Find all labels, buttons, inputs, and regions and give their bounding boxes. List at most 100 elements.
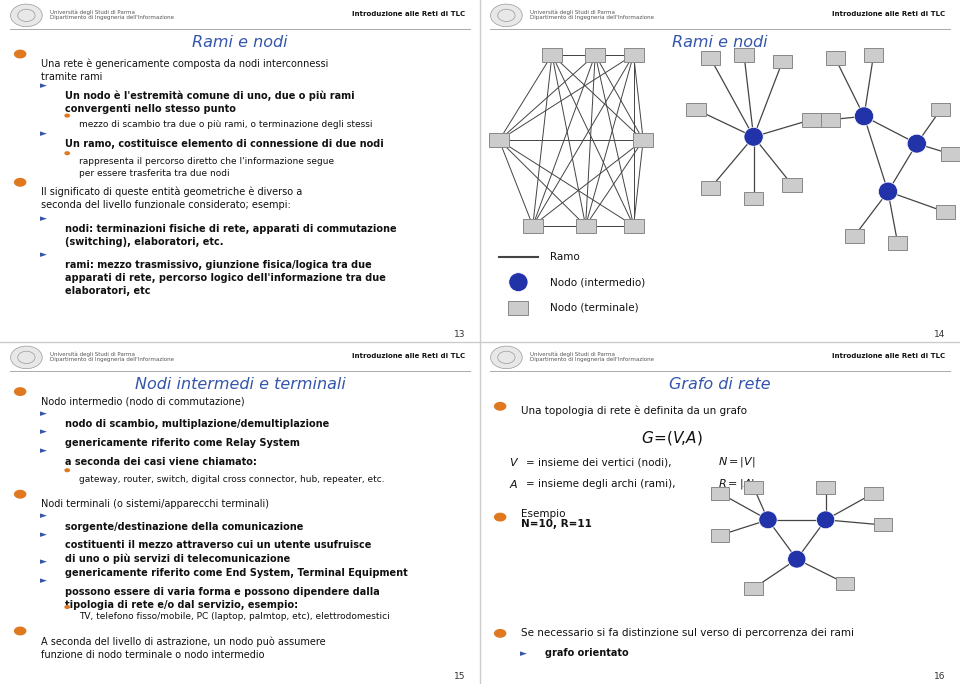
Bar bbox=[522, 219, 543, 233]
Text: = insieme dei vertici (nodi),: = insieme dei vertici (nodi), bbox=[526, 458, 671, 467]
Ellipse shape bbox=[854, 107, 874, 126]
Text: possono essere di varia forma e possono dipendere dalla
tipologia di rete e/o da: possono essere di varia forma e possono … bbox=[65, 587, 379, 609]
Bar bbox=[802, 113, 821, 127]
Bar bbox=[575, 219, 595, 233]
Circle shape bbox=[11, 4, 42, 27]
Text: $N = |V|$: $N = |V|$ bbox=[718, 456, 756, 469]
Text: ►: ► bbox=[39, 511, 47, 521]
Bar bbox=[624, 219, 643, 233]
Bar bbox=[701, 181, 720, 195]
Text: Dipartimento di Ingegneria dell'Informazione: Dipartimento di Ingegneria dell'Informaz… bbox=[50, 356, 175, 362]
Text: costituenti il mezzo attraverso cui un utente usufruisce
di uno o più servizi di: costituenti il mezzo attraverso cui un u… bbox=[65, 540, 372, 564]
Text: Università degli Studi di Parma: Università degli Studi di Parma bbox=[50, 351, 135, 357]
Text: ►: ► bbox=[39, 81, 47, 90]
Bar bbox=[744, 192, 763, 205]
Text: Nodo (intermedio): Nodo (intermedio) bbox=[549, 277, 645, 287]
Text: gateway, router, switch, digital cross connector, hub, repeater, etc.: gateway, router, switch, digital cross c… bbox=[79, 475, 385, 484]
Bar bbox=[541, 48, 562, 62]
Text: genericamente riferito come Relay System: genericamente riferito come Relay System bbox=[65, 438, 300, 448]
Text: ►: ► bbox=[39, 576, 47, 586]
Text: ►: ► bbox=[39, 446, 47, 456]
Bar bbox=[845, 229, 864, 243]
Bar bbox=[489, 133, 509, 148]
Circle shape bbox=[13, 627, 26, 635]
Circle shape bbox=[64, 151, 70, 155]
Text: A seconda del livello di astrazione, un nodo può assumere
funzione di nodo termi: A seconda del livello di astrazione, un … bbox=[40, 636, 325, 660]
Bar bbox=[701, 51, 720, 65]
Bar bbox=[874, 518, 892, 531]
Circle shape bbox=[13, 490, 26, 499]
Text: 14: 14 bbox=[934, 330, 946, 339]
Text: Una rete è genericamente composta da nodi interconnessi
tramite rami: Una rete è genericamente composta da nod… bbox=[40, 58, 328, 82]
Text: TV, telefono fisso/mobile, PC (laptop, palmtop, etc), elettrodomestici: TV, telefono fisso/mobile, PC (laptop, p… bbox=[79, 612, 390, 621]
Circle shape bbox=[13, 387, 26, 396]
Bar bbox=[864, 487, 883, 499]
Ellipse shape bbox=[816, 511, 834, 529]
Text: rappresenta il percorso diretto che l'informazione segue
per essere trasferita t: rappresenta il percorso diretto che l'in… bbox=[79, 157, 334, 178]
Text: N=10, R=11: N=10, R=11 bbox=[520, 519, 591, 529]
Bar bbox=[835, 577, 854, 590]
Ellipse shape bbox=[787, 550, 805, 568]
Circle shape bbox=[13, 178, 26, 187]
Text: Dipartimento di Ingegneria dell'Informazione: Dipartimento di Ingegneria dell'Informaz… bbox=[50, 14, 175, 20]
Bar bbox=[686, 103, 706, 116]
Text: Introduzione alle Reti di TLC: Introduzione alle Reti di TLC bbox=[832, 354, 946, 359]
Circle shape bbox=[13, 50, 26, 59]
Circle shape bbox=[64, 605, 70, 609]
Text: Nodi terminali (o sistemi/apparecchi terminali): Nodi terminali (o sistemi/apparecchi ter… bbox=[40, 499, 269, 510]
Ellipse shape bbox=[509, 273, 528, 291]
Text: ►: ► bbox=[519, 648, 527, 658]
Circle shape bbox=[491, 4, 522, 27]
Bar bbox=[888, 236, 907, 250]
Text: Un ramo, costituisce elemento di connessione di due nodi: Un ramo, costituisce elemento di conness… bbox=[65, 138, 384, 148]
Text: ►: ► bbox=[39, 530, 47, 539]
Text: ►: ► bbox=[39, 214, 47, 224]
Text: Una topologia di rete è definita da un grafo: Una topologia di rete è definita da un g… bbox=[520, 405, 747, 416]
Bar bbox=[624, 48, 643, 62]
Bar bbox=[816, 481, 835, 494]
Text: nodo di scambio, multiplazione/demultiplazione: nodo di scambio, multiplazione/demultipl… bbox=[65, 419, 329, 429]
Bar bbox=[826, 51, 845, 65]
Bar bbox=[782, 178, 802, 192]
Text: $R = |A|$: $R = |A|$ bbox=[718, 477, 755, 491]
Text: ►: ► bbox=[39, 557, 47, 566]
Text: ►: ► bbox=[39, 250, 47, 259]
Text: 13: 13 bbox=[454, 330, 466, 339]
Text: Università degli Studi di Parma: Università degli Studi di Parma bbox=[50, 9, 135, 15]
Text: grafo orientato: grafo orientato bbox=[544, 648, 629, 658]
Text: nodi: terminazioni fisiche di rete, apparati di commutazione
(switching), elabor: nodi: terminazioni fisiche di rete, appa… bbox=[65, 224, 396, 247]
Text: Nodo intermedio (nodo di commutazione): Nodo intermedio (nodo di commutazione) bbox=[40, 397, 245, 407]
Circle shape bbox=[493, 513, 507, 522]
Text: Rami e nodi: Rami e nodi bbox=[672, 36, 768, 50]
Text: Università degli Studi di Parma: Università degli Studi di Parma bbox=[530, 9, 615, 15]
Text: Nodo (terminale): Nodo (terminale) bbox=[549, 303, 638, 313]
Text: a seconda dei casi viene chiamato:: a seconda dei casi viene chiamato: bbox=[65, 457, 256, 466]
Text: Dipartimento di Ingegneria dell'Informazione: Dipartimento di Ingegneria dell'Informaz… bbox=[530, 14, 655, 20]
Ellipse shape bbox=[744, 127, 763, 146]
Bar bbox=[710, 529, 730, 542]
Text: Grafo di rete: Grafo di rete bbox=[669, 378, 771, 392]
Bar bbox=[821, 113, 840, 127]
Text: = insieme degli archi (rami),: = insieme degli archi (rami), bbox=[526, 479, 675, 489]
Text: Nodi intermedi e terminali: Nodi intermedi e terminali bbox=[134, 378, 346, 392]
Bar bbox=[586, 48, 605, 62]
Bar bbox=[710, 487, 730, 499]
Bar bbox=[931, 103, 950, 116]
Circle shape bbox=[493, 629, 507, 637]
Circle shape bbox=[493, 402, 507, 410]
Bar bbox=[936, 205, 955, 219]
Text: mezzo di scambio tra due o più rami, o terminazione degli stessi: mezzo di scambio tra due o più rami, o t… bbox=[79, 120, 372, 129]
Circle shape bbox=[491, 346, 522, 369]
Ellipse shape bbox=[907, 134, 926, 153]
Text: Introduzione alle Reti di TLC: Introduzione alle Reti di TLC bbox=[832, 12, 946, 17]
Text: Esempio: Esempio bbox=[520, 510, 565, 519]
Text: Università degli Studi di Parma: Università degli Studi di Parma bbox=[530, 351, 615, 357]
Text: $A$: $A$ bbox=[509, 478, 518, 490]
Bar bbox=[745, 481, 762, 494]
Text: Introduzione alle Reti di TLC: Introduzione alle Reti di TLC bbox=[352, 12, 466, 17]
Bar bbox=[734, 48, 754, 62]
Text: Se necessario si fa distinzione sul verso di percorrenza dei rami: Se necessario si fa distinzione sul vers… bbox=[520, 629, 853, 638]
Bar bbox=[634, 133, 653, 148]
Text: $G\!=\!(V\!,\!A)$: $G\!=\!(V\!,\!A)$ bbox=[641, 429, 703, 447]
Bar bbox=[941, 147, 960, 161]
